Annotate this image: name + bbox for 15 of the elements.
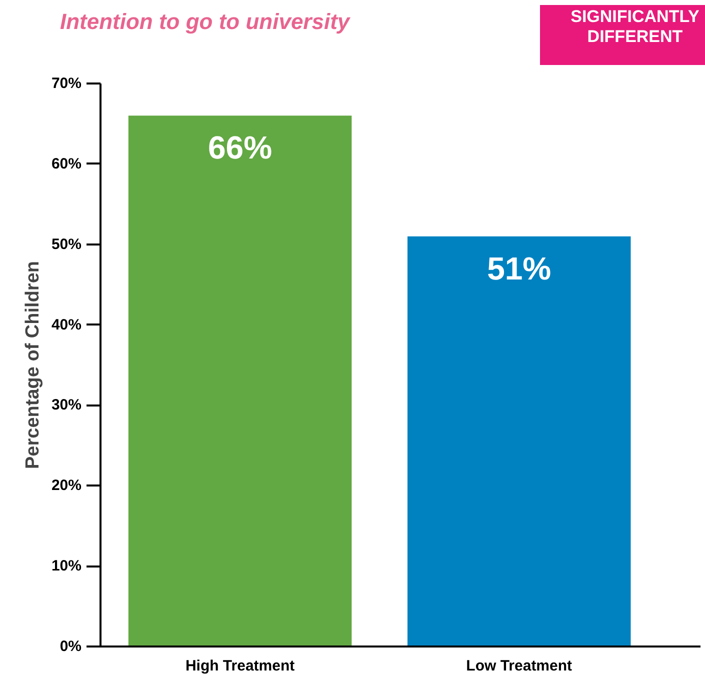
chart-title: Intention to go to university	[60, 8, 350, 36]
text: SIGNIFICANTLY DIFFERENT	[570, 7, 700, 48]
y-tick-label: 50%	[51, 236, 82, 253]
x-tick-label: Low Treatment	[466, 658, 572, 674]
x-tick-label: High Treatment	[185, 658, 295, 674]
y-tick-label: 40%	[51, 316, 82, 334]
y-tick-label: 60%	[51, 155, 82, 172]
data-label: 66%	[208, 130, 272, 166]
y-tick-label: 20%	[51, 477, 82, 494]
y-tick-label: 0%	[60, 638, 82, 655]
y-axis-title: Percentage of Children	[22, 260, 44, 469]
y-tick-label: 70%	[51, 75, 82, 92]
y-tick-label: 10%	[51, 558, 82, 575]
data-label: 51%	[487, 250, 552, 286]
y-tick-label: 30%	[51, 396, 82, 414]
